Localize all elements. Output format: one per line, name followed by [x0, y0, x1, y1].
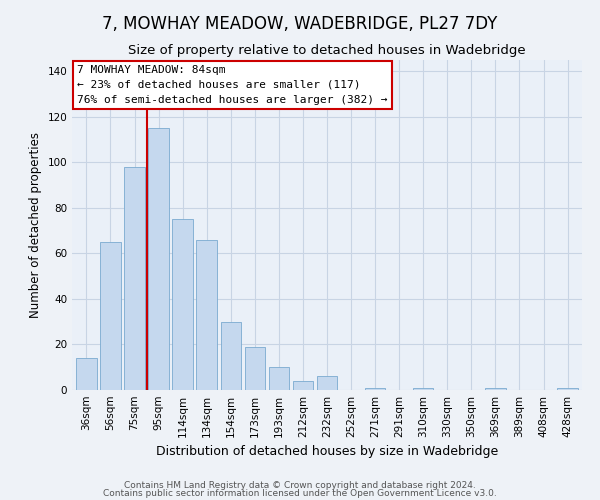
- Bar: [557, 388, 578, 390]
- Text: 7, MOWHAY MEADOW, WADEBRIDGE, PL27 7DY: 7, MOWHAY MEADOW, WADEBRIDGE, PL27 7DY: [103, 15, 497, 33]
- Bar: [269, 367, 289, 390]
- Bar: [485, 388, 506, 390]
- Bar: [124, 167, 145, 390]
- Bar: [245, 347, 265, 390]
- Bar: [293, 381, 313, 390]
- Text: Contains public sector information licensed under the Open Government Licence v3: Contains public sector information licen…: [103, 488, 497, 498]
- Bar: [100, 242, 121, 390]
- Bar: [317, 376, 337, 390]
- Text: 7 MOWHAY MEADOW: 84sqm
← 23% of detached houses are smaller (117)
76% of semi-de: 7 MOWHAY MEADOW: 84sqm ← 23% of detached…: [77, 65, 388, 104]
- Bar: [196, 240, 217, 390]
- Bar: [221, 322, 241, 390]
- Bar: [148, 128, 169, 390]
- Text: Contains HM Land Registry data © Crown copyright and database right 2024.: Contains HM Land Registry data © Crown c…: [124, 481, 476, 490]
- X-axis label: Distribution of detached houses by size in Wadebridge: Distribution of detached houses by size …: [156, 446, 498, 458]
- Bar: [413, 388, 433, 390]
- Title: Size of property relative to detached houses in Wadebridge: Size of property relative to detached ho…: [128, 44, 526, 58]
- Y-axis label: Number of detached properties: Number of detached properties: [29, 132, 42, 318]
- Bar: [76, 358, 97, 390]
- Bar: [365, 388, 385, 390]
- Bar: [172, 220, 193, 390]
